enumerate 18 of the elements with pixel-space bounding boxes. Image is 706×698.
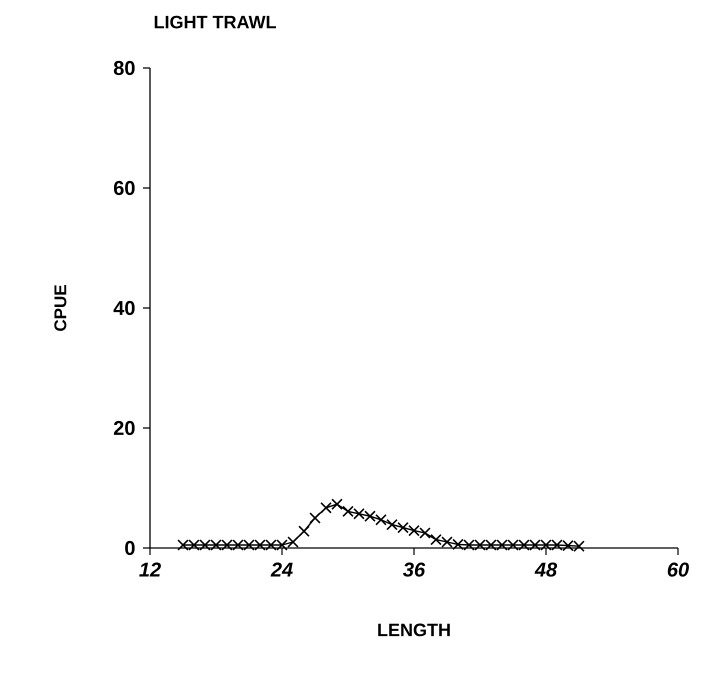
x-axis-title: LENGTH (378, 624, 450, 636)
y-tick-label: 20 (114, 420, 135, 436)
point (309, 512, 321, 524)
x-tick-label: 60 (668, 562, 689, 577)
x-tick-label: 48 (534, 562, 558, 577)
y-tick-label: 60 (114, 180, 135, 196)
chart-title: LIGHT TRAWL (154, 16, 276, 28)
y-axis-title: CPUE (54, 285, 66, 331)
point (320, 502, 332, 514)
y-tick-label: 40 (114, 300, 135, 316)
point (375, 514, 387, 526)
x-tick-label: 24 (270, 562, 293, 576)
x-tick-label: 36 (403, 562, 426, 577)
point (331, 498, 343, 510)
y-tick-label: 0 (125, 540, 135, 556)
y-tick-label: 80 (114, 60, 135, 76)
x-tick-label: 12 (139, 562, 161, 576)
point (298, 525, 310, 537)
